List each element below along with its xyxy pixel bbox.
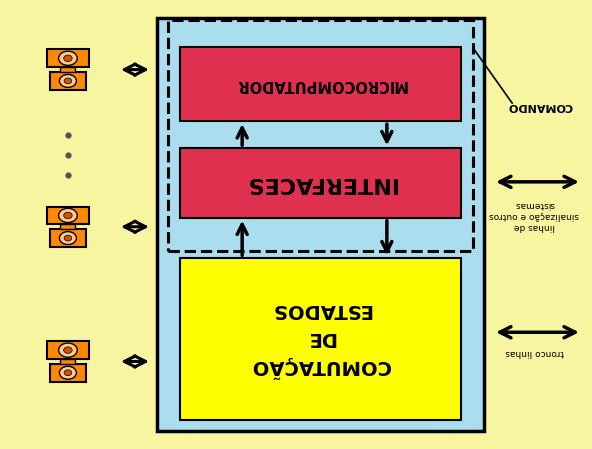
Text: tronco linhas: tronco linhas: [505, 348, 564, 357]
Bar: [156, 18, 484, 431]
Circle shape: [64, 347, 72, 353]
Circle shape: [64, 370, 72, 376]
Circle shape: [59, 366, 76, 379]
Bar: [168, 20, 472, 251]
Text: INTERFACES: INTERFACES: [244, 173, 396, 193]
Polygon shape: [47, 341, 89, 359]
Bar: [180, 47, 461, 121]
Polygon shape: [47, 207, 89, 224]
Circle shape: [59, 232, 76, 245]
Circle shape: [59, 75, 76, 88]
Circle shape: [64, 55, 72, 62]
Circle shape: [64, 78, 72, 84]
Polygon shape: [50, 364, 86, 382]
Circle shape: [59, 208, 78, 223]
Circle shape: [64, 235, 72, 241]
Text: MICROCOMPUTADOR: MICROCOMPUTADOR: [234, 77, 406, 92]
Text: COMUTAÇÃO
DE
ESTADOS: COMUTAÇÃO DE ESTADOS: [251, 300, 390, 378]
Circle shape: [59, 343, 78, 357]
Polygon shape: [60, 67, 75, 72]
Circle shape: [64, 212, 72, 219]
Bar: [180, 148, 461, 218]
Polygon shape: [60, 359, 75, 364]
Bar: [180, 258, 461, 420]
Text: COMANDO: COMANDO: [508, 101, 573, 110]
Text: linhas de
sinalização e outros
sistemas: linhas de sinalização e outros sistemas: [490, 200, 580, 231]
Circle shape: [59, 51, 78, 66]
Polygon shape: [50, 72, 86, 90]
Polygon shape: [47, 49, 89, 67]
Polygon shape: [50, 229, 86, 247]
Polygon shape: [60, 224, 75, 229]
